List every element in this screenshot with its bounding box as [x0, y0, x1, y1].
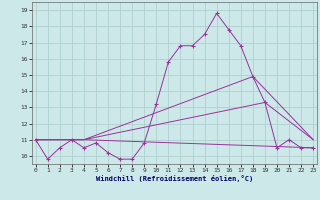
X-axis label: Windchill (Refroidissement éolien,°C): Windchill (Refroidissement éolien,°C) [96, 175, 253, 182]
